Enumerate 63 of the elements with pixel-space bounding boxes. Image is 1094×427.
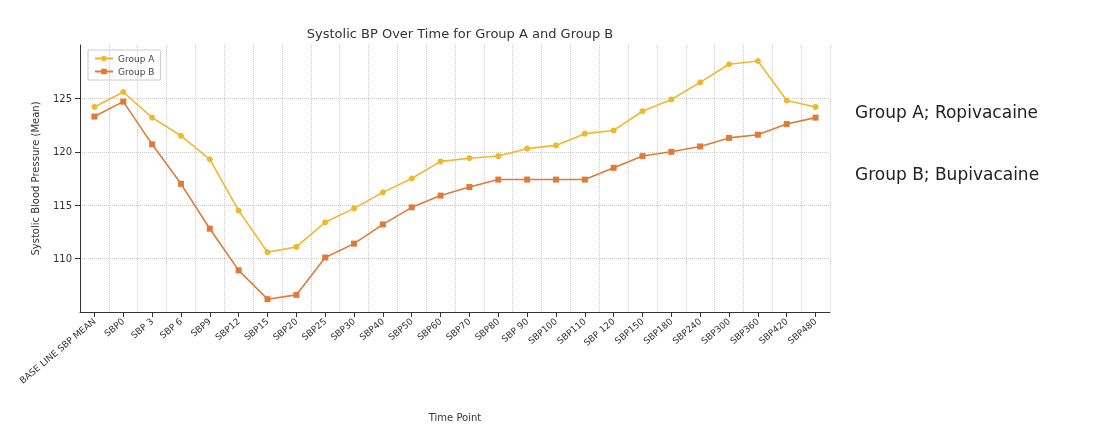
point (726, 134, 733, 141)
point (524, 176, 531, 183)
y-tick-label: 115 (52, 199, 72, 211)
y-tick-label: 125 (52, 92, 72, 104)
point (322, 254, 329, 261)
y-tick-label: 120 (52, 146, 72, 158)
point (177, 180, 184, 187)
text: Group A; Ropivacaine (855, 101, 1039, 122)
point (437, 192, 444, 199)
point (697, 79, 704, 86)
chart-title: Systolic BP Over Time for Group A and Group B (306, 26, 614, 41)
point (552, 176, 559, 183)
point (351, 240, 358, 247)
point (206, 225, 213, 232)
point (351, 205, 358, 212)
point (639, 153, 646, 160)
point (524, 145, 531, 152)
point (754, 58, 761, 65)
point (610, 164, 617, 171)
point (610, 127, 617, 134)
point (235, 207, 242, 214)
point (91, 103, 98, 110)
legend-label: Group B (118, 66, 155, 77)
point (668, 96, 675, 103)
point (668, 148, 675, 155)
point (495, 176, 502, 183)
point (120, 88, 127, 95)
point (149, 141, 156, 148)
point (177, 132, 184, 139)
x-tick-label: SBP 3 (129, 316, 156, 341)
point (322, 219, 329, 226)
point (552, 142, 559, 149)
point (206, 156, 213, 163)
point (639, 108, 646, 115)
point (264, 249, 271, 256)
point (91, 113, 98, 120)
point (495, 153, 502, 160)
point (437, 158, 444, 165)
point (697, 143, 704, 150)
text: Group B; Bupivacaine (855, 163, 1040, 184)
point (466, 155, 473, 162)
y-axis-title: Systolic Blood Pressure (Mean) (29, 101, 41, 256)
point (466, 184, 473, 191)
legend-label: Group A (118, 53, 156, 64)
x-tick-label: SBP 6 (157, 316, 185, 341)
point (379, 221, 386, 228)
y-tick-label: 110 (52, 253, 72, 265)
point (235, 267, 242, 274)
point (149, 114, 156, 121)
point (379, 189, 386, 196)
point (754, 131, 761, 138)
point (812, 103, 819, 110)
point (293, 291, 300, 298)
point (408, 204, 415, 211)
point (581, 130, 588, 137)
point (293, 243, 300, 250)
x-axis-title: Time Point (427, 411, 482, 423)
point (726, 61, 733, 68)
point (264, 296, 271, 303)
point (812, 114, 819, 121)
point (581, 176, 588, 183)
point (783, 121, 790, 128)
point (120, 98, 127, 105)
